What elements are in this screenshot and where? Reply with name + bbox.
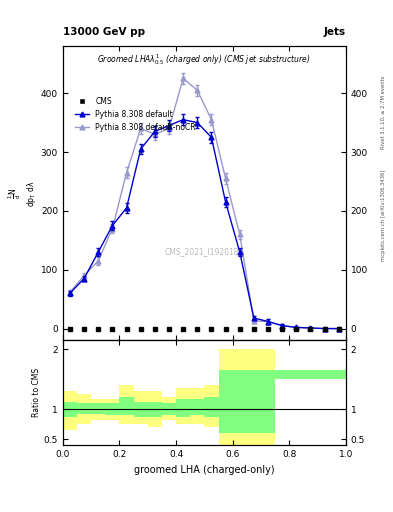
Y-axis label: $\frac{1}{\rm d}N$
$\rm d p_T$ $\rm d\lambda$: $\frac{1}{\rm d}N$ $\rm d p_T$ $\rm d\la… [7, 180, 38, 207]
Text: CMS_2021_I1920187: CMS_2021_I1920187 [165, 248, 244, 257]
Text: Rivet 3.1.10, ≥ 2.7M events: Rivet 3.1.10, ≥ 2.7M events [381, 76, 386, 150]
Text: Groomed LHA$\lambda^1_{0.5}$ (charged only) (CMS jet substructure): Groomed LHA$\lambda^1_{0.5}$ (charged on… [97, 52, 311, 67]
Text: 13000 GeV pp: 13000 GeV pp [63, 27, 145, 37]
Text: mcplots.cern.ch [arXiv:1306.3436]: mcplots.cern.ch [arXiv:1306.3436] [381, 169, 386, 261]
X-axis label: groomed LHA (charged-only): groomed LHA (charged-only) [134, 465, 275, 475]
Text: Jets: Jets [324, 27, 346, 37]
Y-axis label: Ratio to CMS: Ratio to CMS [32, 368, 41, 417]
Legend: CMS, Pythia 8.308 default, Pythia 8.308 default-noCR: CMS, Pythia 8.308 default, Pythia 8.308 … [72, 94, 199, 135]
